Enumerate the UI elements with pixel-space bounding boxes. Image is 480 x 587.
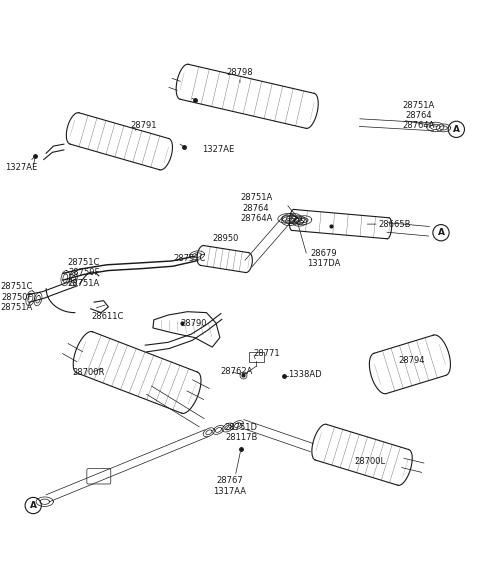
Text: 28751C
28750F
28751A: 28751C 28750F 28751A (0, 282, 33, 312)
Text: 28751C
28750F
28751A: 28751C 28750F 28751A (68, 258, 100, 288)
Text: 1327AE: 1327AE (5, 163, 38, 172)
Text: A: A (30, 501, 37, 510)
Text: 28950: 28950 (212, 234, 239, 243)
Text: 28700R: 28700R (72, 368, 105, 377)
Text: 28791: 28791 (130, 122, 156, 130)
Text: 28751A
28764
28764A: 28751A 28764 28764A (240, 193, 272, 223)
Text: 28665B: 28665B (379, 220, 411, 228)
Text: 28771: 28771 (253, 349, 279, 358)
Text: 1327AE: 1327AE (202, 146, 234, 154)
Text: 1338AD: 1338AD (288, 370, 322, 379)
Text: 28798: 28798 (227, 68, 253, 77)
Text: 28790: 28790 (180, 319, 207, 328)
Text: A: A (453, 125, 460, 134)
Text: A: A (437, 228, 444, 237)
Text: 28700L: 28700L (355, 457, 386, 467)
Text: 28751A
28764
28764A: 28751A 28764 28764A (403, 100, 435, 130)
Text: 28762A: 28762A (221, 367, 253, 376)
Text: 28751C: 28751C (173, 254, 205, 263)
Text: 28679
1317DA: 28679 1317DA (307, 249, 340, 268)
Text: 28751D
28117B: 28751D 28117B (225, 423, 258, 442)
Text: 28767
1317AA: 28767 1317AA (213, 476, 246, 496)
Text: 28794: 28794 (398, 356, 424, 365)
Text: 28611C: 28611C (92, 312, 124, 321)
